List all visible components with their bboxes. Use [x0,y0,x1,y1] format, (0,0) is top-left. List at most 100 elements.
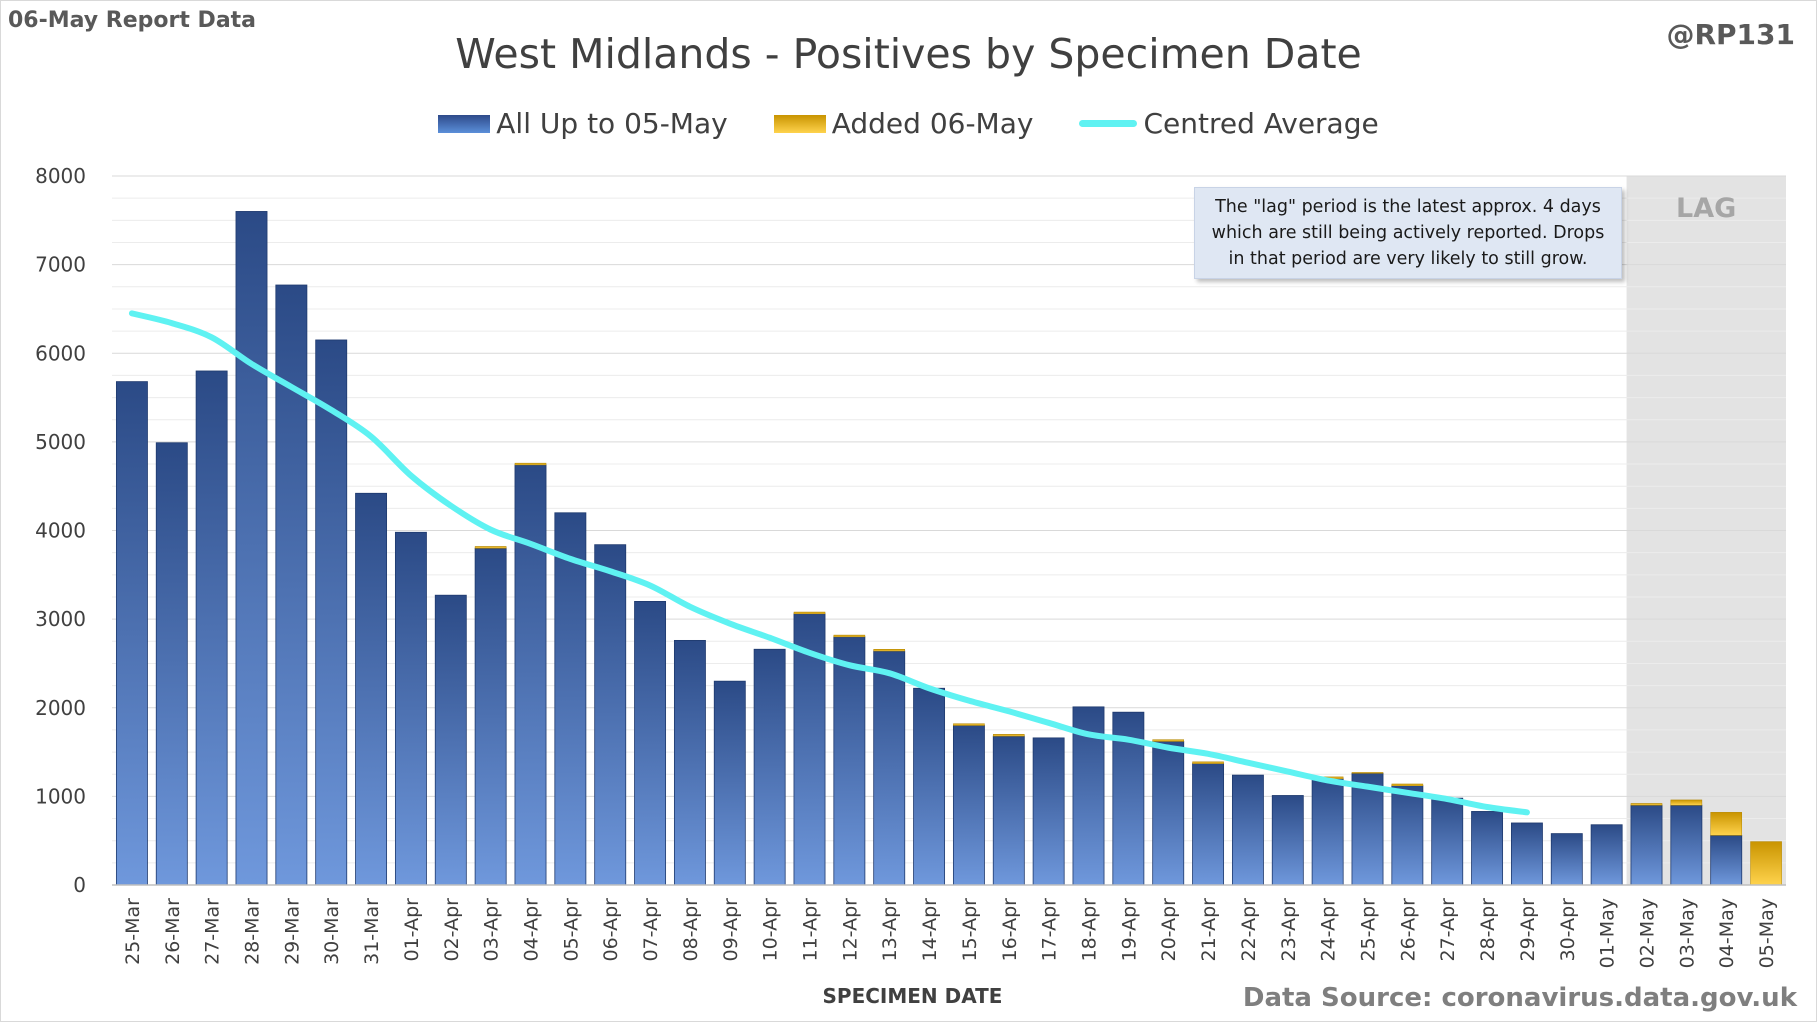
bar-base [1391,785,1424,886]
bar-base [434,594,467,886]
bar-base [1192,763,1225,886]
x-tick-label: 01-May [1597,898,1619,968]
bar-added [873,649,906,652]
y-tick-label: 3000 [35,607,86,631]
bar-base [315,339,348,886]
x-tick-label: 21-Apr [1198,898,1220,962]
x-tick-label: 25-Apr [1358,898,1380,962]
bar-added [474,546,507,549]
bar-base [1670,804,1703,886]
bar-base [1471,811,1504,886]
bar-base [1271,795,1304,886]
bar-added [1152,739,1185,742]
bar-base [355,492,388,886]
x-tick-label: 05-Apr [560,898,582,962]
average-line [128,310,1530,816]
x-tick-label: 28-Apr [1477,898,1499,962]
x-tick-label: 24-Apr [1318,898,1340,962]
x-tick-label: 30-Mar [321,898,343,965]
x-tick-label: 15-Apr [959,898,981,962]
bar-base [753,648,786,886]
bar-base [1152,741,1185,886]
bar-base [594,544,627,886]
y-tick-label: 4000 [35,519,86,543]
x-tick-label: 26-Mar [162,898,184,965]
bar-base [992,735,1025,886]
lag-region-label: LAG [1676,193,1737,224]
bar-base [474,547,507,886]
bar-base [673,639,706,886]
x-tick-label: 26-Apr [1397,898,1419,962]
y-tick-label: 1000 [35,784,86,808]
bar-base [394,531,427,886]
x-tick-label: 03-May [1676,898,1698,968]
bar-base [873,650,906,886]
x-tick-label: 07-Apr [640,898,662,962]
bar-added [1670,799,1703,806]
bar-added [793,611,826,615]
bar-base [1231,774,1264,886]
legend-swatch-blue [438,114,491,133]
bar-base [514,464,547,886]
bar-base [1510,822,1543,886]
x-tick-label: 18-Apr [1079,898,1101,962]
legend-swatch-gold [773,114,826,133]
x-tick-label: 06-Apr [600,898,622,962]
x-tick-label: 03-Apr [481,898,503,962]
x-tick-label: 05-May [1756,898,1778,968]
bar-base [1590,824,1623,886]
y-tick-label: 0 [73,873,86,897]
chart-legend: All Up to 05-May Added 06-May Centred Av… [0,107,1817,140]
legend-item-average: Centred Average [1079,107,1379,140]
x-tick-label: 28-Mar [242,898,264,965]
legend-label-added: Added 06-May [831,107,1034,140]
x-tick-label: 11-Apr [800,898,822,962]
report-date-label: 06-May Report Data [8,8,257,33]
x-tick-label: 29-Apr [1517,898,1539,962]
bar-base [155,442,188,886]
x-tick-label: 29-Mar [281,898,303,965]
bar-base [1351,772,1384,886]
bar-base [913,687,946,886]
x-tick-label: 27-Apr [1437,898,1459,962]
bar-base [1311,778,1344,886]
y-tick-label: 8000 [35,164,86,188]
bar-added [992,734,1025,737]
x-tick-label: 25-Mar [122,898,144,965]
x-tick-label: 12-Apr [839,898,861,962]
bar-added [1192,761,1224,764]
bar-base [195,370,228,886]
bar-added [514,462,547,466]
legend-swatch-line [1079,120,1138,127]
x-tick-label: 23-Apr [1278,898,1300,962]
x-tick-label: 02-Apr [441,898,463,962]
x-tick-label: 13-Apr [879,898,901,962]
bar-base [115,381,148,886]
y-tick-label: 2000 [35,696,86,720]
bar-added [953,723,985,726]
x-tick-label: 10-Apr [760,898,782,962]
x-tick-label: 20-Apr [1158,898,1180,962]
bar-base [952,725,985,886]
bar-base [634,601,667,886]
x-tick-label: 16-Apr [999,898,1021,962]
x-tick-label: 01-Apr [401,898,423,962]
bar-base [1550,833,1583,886]
bar-base [1630,804,1663,886]
y-tick-label: 7000 [35,253,86,277]
x-tick-label: 04-Apr [521,898,543,962]
x-tick-label: 02-May [1637,898,1659,968]
bar-added [833,634,866,638]
chart-title: West Midlands - Positives by Specimen Da… [455,30,1362,78]
bar-base [713,680,746,886]
y-tick-label: 5000 [35,430,86,454]
bar-added [1630,803,1663,806]
x-tick-label: 30-Apr [1557,898,1579,962]
x-tick-label: 27-Mar [202,898,224,965]
x-tick-label: 09-Apr [720,898,742,962]
bar-added [1710,812,1743,836]
x-tick-label: 31-Mar [361,898,383,965]
legend-label-all: All Up to 05-May [496,107,728,140]
bar-base [554,512,587,886]
